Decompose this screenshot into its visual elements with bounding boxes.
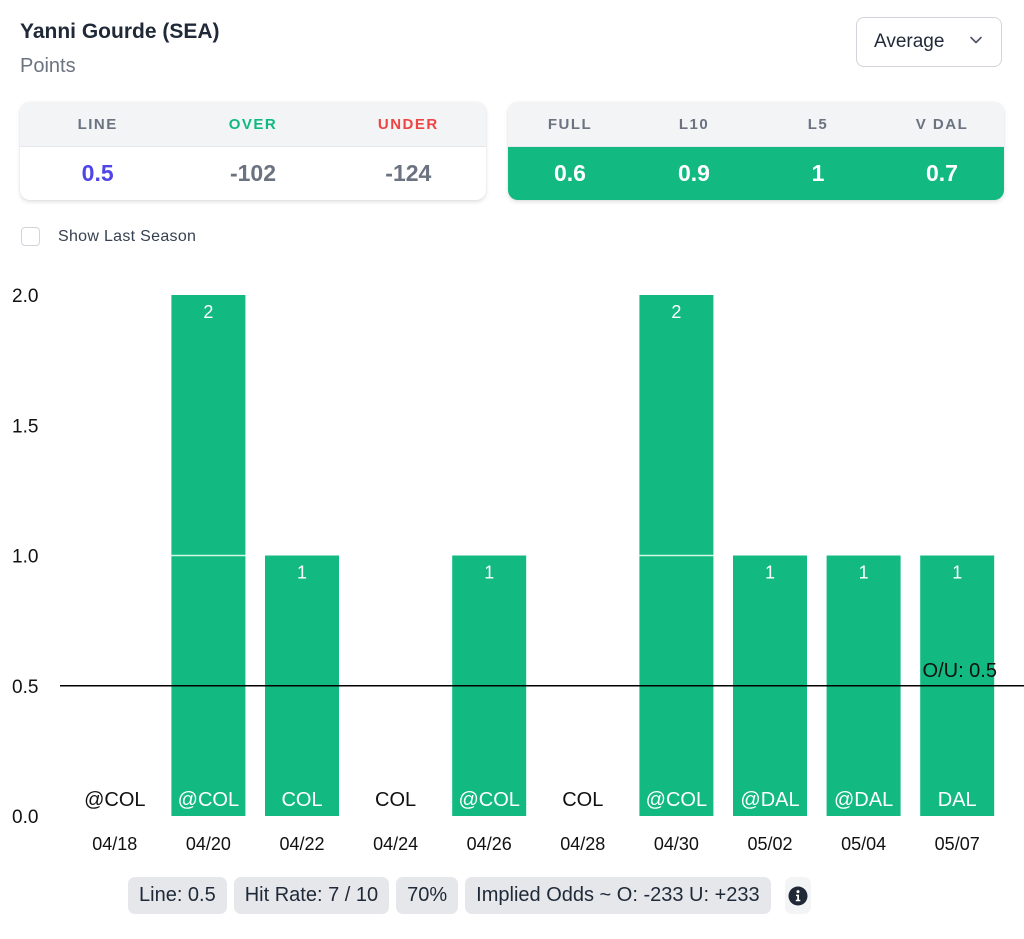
y-tick-label: 0.5 — [12, 677, 38, 698]
bar-value-label: 1 — [484, 563, 494, 583]
x-axis: 04/18 04/20 04/22 04/24 04/26 04/28 04/30 05/02… — [92, 834, 979, 854]
bar-value-label: 1 — [765, 563, 775, 583]
bar-value-label: 1 — [297, 563, 307, 583]
reference-line-group: O/U: 0.5 — [60, 660, 1024, 687]
averages-card-values: 0.6 0.9 1 0.7 — [508, 147, 1004, 200]
averages-card-header: FULL L10 L5 V DAL — [508, 102, 1004, 147]
opponent-label: @COL — [178, 789, 239, 811]
vs-dal-average: 0.7 — [926, 160, 958, 186]
implied-odds-chip: Implied Odds ~ O: -233 U: +233 — [465, 877, 771, 914]
x-tick-label: 04/18 — [92, 834, 137, 854]
averages-card: FULL L10 L5 V DAL 0.6 0.9 1 0.7 — [508, 102, 1004, 200]
info-icon — [788, 886, 808, 905]
x-tick-label: 04/28 — [560, 834, 605, 854]
show-last-season-checkbox[interactable] — [21, 227, 40, 246]
opponent-label: @COL — [458, 789, 519, 811]
line-value: 0.5 — [81, 160, 114, 186]
summary-chips: Line: 0.5 Hit Rate: 7 / 10 70% Implied O… — [128, 877, 811, 914]
opponent-label: @DAL — [834, 789, 893, 811]
chevron-down-icon — [970, 36, 982, 44]
show-last-season-toggle[interactable]: Show Last Season — [21, 227, 196, 246]
bar-value-label: 2 — [203, 302, 213, 322]
bars: @COL 2 @COL 1 COL COL 1 @COL COL 2 @COL 1 @DAL 1 @DAL 1… — [84, 295, 995, 816]
l10-average: 0.9 — [678, 160, 710, 186]
x-tick-label: 05/04 — [841, 834, 886, 854]
over-odds: -102 — [229, 160, 277, 186]
info-button[interactable] — [784, 877, 811, 914]
y-tick-label: 0.0 — [12, 807, 38, 828]
x-tick-label: 04/24 — [373, 834, 418, 854]
line-chip: Line: 0.5 — [128, 877, 227, 914]
y-tick-label: 2.0 — [12, 286, 38, 307]
x-tick-label: 04/30 — [654, 834, 699, 854]
x-tick-label: 05/02 — [747, 834, 792, 854]
over-under-label: O/U: 0.5 — [923, 660, 997, 682]
line-header: LINE — [77, 115, 118, 133]
opponent-label: DAL — [938, 789, 977, 811]
over-header: OVER — [228, 115, 278, 133]
full-header: FULL — [547, 115, 593, 133]
l10-header: L10 — [678, 115, 710, 133]
player-name: Yanni Gourde (SEA) — [20, 20, 220, 43]
l5-average: 1 — [811, 160, 825, 186]
x-tick-label: 05/07 — [935, 834, 980, 854]
opponent-label: COL — [375, 789, 416, 811]
aggregate-select[interactable]: Average — [856, 17, 1002, 67]
x-tick-label: 04/20 — [186, 834, 231, 854]
opponent-label: @COL — [646, 789, 707, 811]
x-tick-label: 04/26 — [467, 834, 512, 854]
bar-value-label: 2 — [671, 302, 681, 322]
l5-header: L5 — [807, 115, 829, 133]
stat-type: Points — [20, 55, 76, 77]
opponent-label: COL — [281, 789, 322, 811]
opponent-label: COL — [562, 789, 603, 811]
hit-rate-chip: Hit Rate: 7 / 10 — [233, 877, 390, 914]
points-bar-chart: 0.0 0.5 1.0 1.5 2.0 @COL 2 @COL 1 COL COL 1 @COL COL… — [12, 286, 1024, 854]
full-average: 0.6 — [554, 160, 586, 186]
bar-value-label: 1 — [952, 563, 962, 583]
bar-value-label: 1 — [859, 563, 869, 583]
under-header: UNDER — [377, 115, 439, 133]
odds-card: LINE OVER UNDER 0.5 -102 -124 — [20, 102, 486, 200]
y-axis: 0.0 0.5 1.0 1.5 2.0 — [12, 286, 38, 828]
opponent-label: @DAL — [740, 789, 799, 811]
odds-card-values: 0.5 -102 -124 — [20, 147, 486, 200]
show-last-season-label: Show Last Season — [58, 227, 197, 245]
under-odds: -124 — [385, 160, 432, 186]
x-tick-label: 04/22 — [279, 834, 324, 854]
vs-dal-header: V DAL — [915, 115, 969, 133]
y-tick-label: 1.0 — [12, 547, 38, 568]
odds-card-header: LINE OVER UNDER — [20, 102, 486, 147]
hit-percent-chip: 70% — [396, 877, 459, 914]
aggregate-select-value: Average — [874, 31, 945, 52]
y-tick-label: 1.5 — [12, 416, 38, 437]
opponent-label: @COL — [84, 789, 145, 811]
